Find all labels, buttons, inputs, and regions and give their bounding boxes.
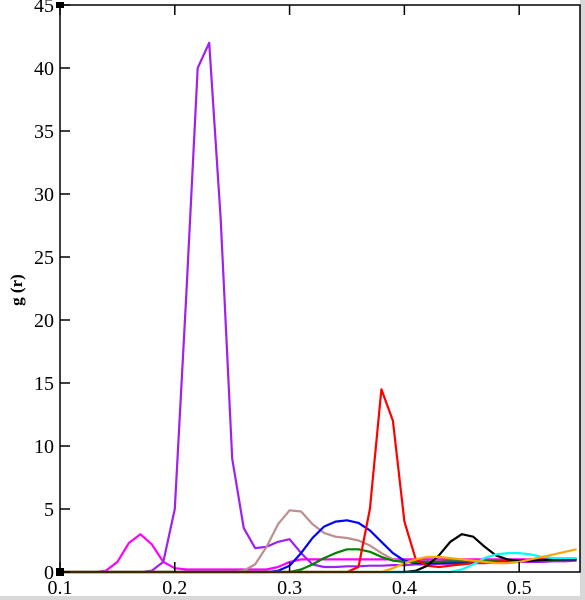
y-tick-label: 0 [44,562,54,584]
window-edge [580,0,585,600]
x-tick-label: 0.4 [392,577,417,599]
x-tick-label: 0.3 [277,577,302,599]
y-tick-label: 25 [34,247,54,269]
y-tick-label: 45 [34,0,54,17]
plot-frame [59,4,581,573]
window-edge [0,596,585,600]
x-tick-label: 0.2 [162,577,187,599]
y-tick-label: 15 [34,373,54,395]
y-tick-label: 5 [44,499,54,521]
y-axis-label: g (r) [7,274,26,306]
x-tick-label: 0.1 [48,577,73,599]
y-tick-label: 10 [34,436,54,458]
y-tick-label: 30 [34,184,54,206]
y-tick-label: 20 [34,310,54,332]
x-tick-label: 0.5 [507,577,532,599]
series-line [60,533,577,574]
y-tick-label: 35 [34,121,54,143]
y-tick-label: 40 [34,58,54,80]
